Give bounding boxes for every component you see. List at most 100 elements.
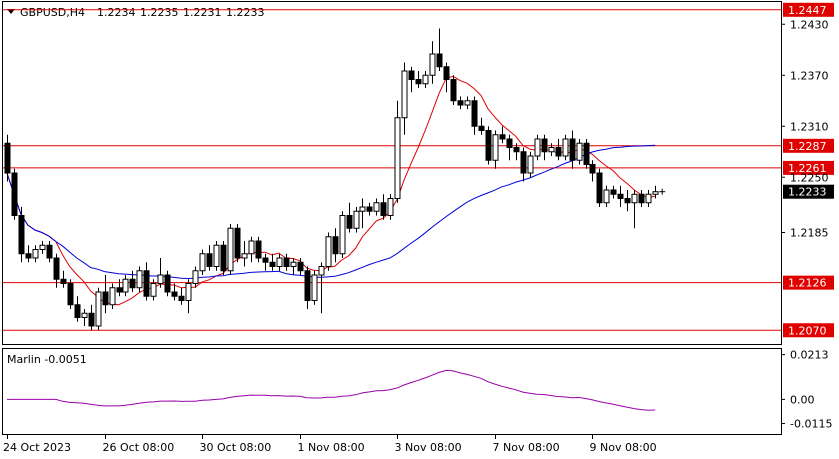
bear-candle-body (60, 278, 67, 284)
candle (562, 134, 569, 161)
candle (485, 126, 492, 165)
time-tick-label: 26 Oct 08:00 (103, 441, 175, 454)
candles (4, 28, 666, 331)
time-tick-label: 3 Nov 08:00 (395, 441, 462, 454)
candle (150, 279, 157, 301)
bear-candle-body (283, 257, 290, 267)
indicator-panel-frame (2, 348, 782, 435)
bull-candle-body (387, 198, 394, 216)
candle (311, 270, 318, 305)
candle (60, 270, 67, 288)
bull-candle-body (422, 74, 429, 85)
indicator-tick-label: 0.00 (790, 393, 815, 406)
bear-candle-body (450, 79, 457, 102)
candle (11, 168, 18, 220)
candle (589, 160, 596, 182)
candle (116, 279, 123, 297)
candle (206, 245, 213, 271)
bear-candle-body (234, 227, 241, 259)
bear-candle-body (332, 236, 339, 255)
candle (603, 185, 610, 207)
ohlc-close: 1.2233 (226, 6, 265, 19)
bear-candle-body (624, 198, 631, 204)
bear-candle-body (11, 172, 18, 216)
candle (464, 96, 471, 110)
candle (387, 194, 394, 220)
bear-candle-body (206, 253, 213, 267)
bear-candle-body (478, 125, 485, 131)
candle (213, 241, 220, 271)
bull-candle-body (562, 138, 569, 157)
level-label-box (783, 323, 834, 338)
bull-candle-body (185, 283, 192, 301)
candle (95, 287, 102, 331)
candle (645, 190, 652, 207)
level-label: 1.2126 (788, 277, 827, 290)
candle (102, 275, 109, 314)
candle (401, 62, 408, 135)
bear-candle-body (88, 312, 95, 327)
bear-candle-body (74, 304, 81, 318)
candle (290, 258, 297, 275)
candle (450, 75, 457, 105)
bear-candle-body (220, 244, 227, 272)
candle (429, 41, 436, 84)
bull-candle-body (394, 117, 401, 199)
bull-candle-body (81, 312, 88, 318)
price-tick-label: 1.2250 (790, 171, 829, 184)
candle (241, 241, 248, 267)
candle (346, 202, 353, 233)
level-label-box (783, 160, 834, 175)
indicator-tick-label: 0.0213 (790, 349, 829, 362)
marlin-line (7, 369, 656, 411)
bull-candle-body (576, 142, 583, 161)
bull-candle-body (136, 270, 143, 289)
candle (248, 236, 255, 263)
candle (638, 190, 645, 207)
candle (164, 270, 171, 297)
candle (471, 96, 478, 135)
horizontal-levels: 1.2447 1.2287 1.2261 1.2126 1.2070 (3, 2, 834, 338)
candle (596, 168, 603, 207)
candle (527, 151, 534, 178)
bear-candle-body (255, 240, 262, 259)
candle (192, 266, 199, 288)
candle (380, 194, 387, 220)
bull-candle-body (241, 253, 248, 259)
moving-averages (6, 75, 656, 306)
bear-candle-body (485, 130, 492, 161)
indicator-plot: 0.0213 0.00 -0.0115 (7, 349, 832, 431)
chart-header: GBPUSD,H4 1.2234 1.2235 1.2231 1.2233 (7, 6, 265, 19)
bull-candle-body (534, 138, 541, 157)
candle (339, 211, 346, 258)
candle (569, 130, 576, 169)
bear-candle-body (436, 53, 443, 68)
bull-candle-body (401, 70, 408, 119)
bear-candle-body (4, 142, 11, 174)
candle (478, 117, 485, 135)
bull-candle-body (603, 189, 610, 204)
candle (39, 241, 46, 254)
bear-candle-body (269, 261, 276, 267)
indicator-label: Marlin -0.0051 (7, 353, 87, 366)
bull-candle-body (339, 215, 346, 255)
bull-candle-body (290, 261, 297, 267)
bull-candle-body (213, 244, 220, 267)
candle (610, 185, 617, 199)
bear-candle-body (380, 202, 387, 216)
indicator-tick-label: -0.0115 (790, 418, 832, 431)
bear-candle-body (638, 193, 645, 204)
bear-candle-body (102, 291, 109, 306)
candle (262, 253, 269, 271)
bear-candle-body (506, 138, 513, 148)
time-tick-label: 30 Oct 08:00 (200, 441, 272, 454)
level-label-box (783, 138, 834, 153)
bear-candle-body (18, 215, 25, 255)
candle (136, 266, 143, 292)
candle (555, 139, 562, 161)
candle (624, 190, 631, 212)
candle (53, 253, 60, 288)
level-label: 1.2261 (788, 162, 827, 175)
bull-candle-body (192, 270, 199, 284)
bear-candle-body (443, 66, 450, 80)
